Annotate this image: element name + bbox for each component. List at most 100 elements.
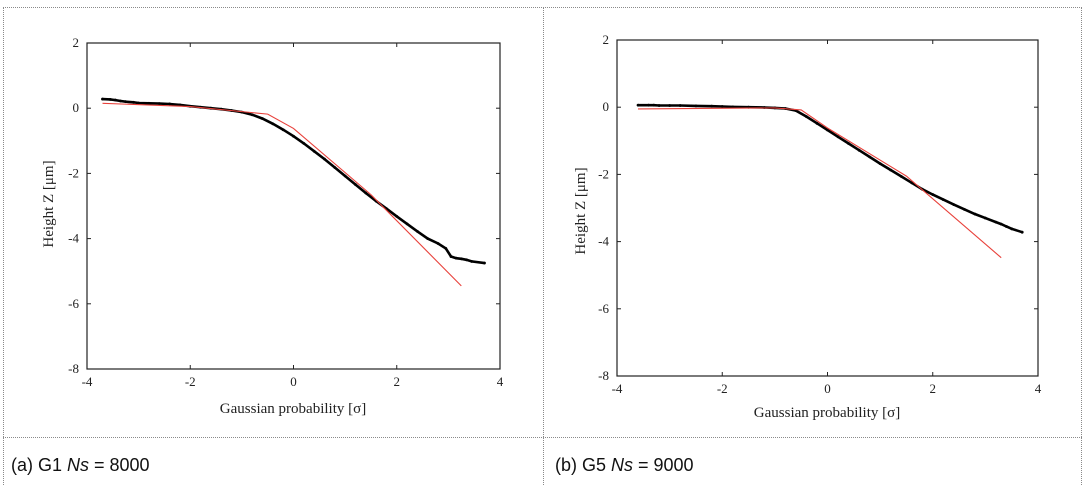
x-tick-label: -4 bbox=[82, 374, 93, 389]
data-point bbox=[857, 148, 861, 152]
x-tick-label: 0 bbox=[824, 381, 831, 396]
data-point bbox=[1005, 225, 1008, 228]
data-point bbox=[994, 220, 998, 224]
data-point bbox=[636, 103, 640, 107]
x-tick-label: -2 bbox=[717, 381, 728, 396]
table-divider-caption bbox=[3, 437, 1082, 438]
y-tick-label: -2 bbox=[68, 165, 79, 180]
caption-b: (b) G5 Ns = 9000 bbox=[555, 455, 694, 476]
fit-line bbox=[102, 102, 462, 287]
data-point bbox=[354, 183, 357, 186]
y-tick-label: 2 bbox=[603, 32, 610, 47]
data-point bbox=[962, 207, 966, 211]
x-axis-label: Gaussian probability [σ] bbox=[754, 405, 900, 421]
data-point bbox=[878, 162, 882, 166]
x-tick-label: 2 bbox=[930, 381, 937, 396]
data-point bbox=[805, 115, 808, 119]
data-point bbox=[465, 258, 468, 262]
data-point bbox=[113, 98, 117, 102]
x-tick-label: 2 bbox=[394, 374, 401, 389]
data-point bbox=[124, 100, 128, 104]
caption-a-suffix: = 8000 bbox=[89, 455, 150, 475]
data-point bbox=[668, 104, 672, 107]
data-point bbox=[983, 216, 987, 220]
data-point bbox=[333, 166, 337, 169]
data-point bbox=[470, 260, 474, 263]
data-point bbox=[941, 198, 945, 202]
data-point bbox=[292, 134, 295, 138]
y-tick-label: -4 bbox=[68, 231, 79, 246]
data-points-trace bbox=[638, 103, 1023, 234]
data-point bbox=[720, 105, 724, 108]
data-point bbox=[678, 104, 682, 107]
data-point bbox=[426, 237, 430, 241]
x-tick-label: 4 bbox=[1035, 381, 1042, 396]
table-border-top bbox=[3, 7, 1082, 8]
data-point bbox=[459, 257, 463, 261]
caption-b-suffix: = 9000 bbox=[633, 455, 694, 475]
data-point bbox=[449, 255, 453, 258]
data-point bbox=[826, 128, 829, 132]
data-point bbox=[101, 97, 104, 101]
data-point bbox=[483, 261, 486, 265]
figure-table: -4 -2 0 2 4 -8 -6 -4 -2 0 2 Gaussian probability [… bbox=[3, 7, 1082, 485]
y-axis-label: Height Z [μm] bbox=[41, 160, 57, 247]
data-point bbox=[454, 256, 458, 260]
data-point bbox=[119, 99, 122, 103]
data-point bbox=[694, 104, 698, 108]
y-tick-label: -8 bbox=[68, 361, 79, 376]
data-point bbox=[652, 103, 656, 107]
data-point bbox=[836, 135, 840, 139]
data-point bbox=[323, 157, 326, 161]
y-tick-label: -8 bbox=[598, 368, 609, 383]
x-tick-label: 0 bbox=[290, 374, 297, 389]
data-point bbox=[405, 222, 409, 226]
y-tick-label: 0 bbox=[73, 100, 80, 115]
data-point bbox=[147, 101, 151, 105]
caption-a: (a) G1 Ns = 8000 bbox=[11, 455, 150, 476]
data-point bbox=[657, 104, 661, 107]
data-point bbox=[137, 101, 141, 105]
data-point bbox=[343, 174, 347, 178]
data-point bbox=[132, 100, 135, 104]
data-point bbox=[364, 191, 368, 195]
plot-frame bbox=[86, 42, 501, 370]
y-axis-label: Height Z [μm] bbox=[573, 167, 589, 254]
y-tick-label: -6 bbox=[598, 301, 609, 316]
data-point bbox=[973, 212, 977, 216]
y-tick-label: -6 bbox=[68, 296, 79, 311]
data-point bbox=[710, 104, 714, 108]
data-point bbox=[889, 168, 893, 172]
data-point bbox=[815, 121, 819, 125]
data-point bbox=[108, 97, 112, 101]
data-point bbox=[436, 242, 440, 245]
y-tick-label: -4 bbox=[598, 234, 609, 249]
data-point bbox=[899, 175, 903, 178]
data-point bbox=[302, 142, 306, 145]
data-point bbox=[868, 155, 871, 159]
data-point bbox=[931, 193, 935, 196]
caption-b-ns: Ns bbox=[611, 455, 634, 475]
x-axis-label: Gaussian probability [σ] bbox=[220, 401, 366, 417]
x-tick-label: -4 bbox=[612, 381, 623, 396]
data-point bbox=[647, 103, 650, 107]
data-point bbox=[395, 215, 399, 218]
data-point bbox=[847, 142, 850, 145]
plot-frame bbox=[616, 39, 1039, 377]
caption-b-prefix: (b) G5 bbox=[555, 455, 612, 475]
data-point bbox=[157, 102, 161, 106]
chart-panel-b: -4 -2 0 2 4 -8 -6 -4 -2 0 2 Gaussian probability [… bbox=[573, 32, 1042, 421]
data-point bbox=[910, 181, 914, 185]
data-point bbox=[261, 117, 264, 121]
table-border-right bbox=[1081, 7, 1082, 485]
fit-line bbox=[637, 107, 1002, 259]
data-point bbox=[999, 222, 1003, 226]
table-border-left bbox=[3, 7, 4, 485]
data-point bbox=[952, 203, 956, 207]
data-point bbox=[271, 122, 275, 126]
data-point bbox=[1020, 230, 1024, 234]
y-tick-label: -2 bbox=[598, 166, 609, 181]
caption-a-prefix: (a) G1 bbox=[11, 455, 68, 475]
table-divider-center bbox=[543, 7, 544, 485]
chart-panel-a: -4 -2 0 2 4 -8 -6 -4 -2 0 2 Gaussian probability [… bbox=[41, 35, 504, 417]
